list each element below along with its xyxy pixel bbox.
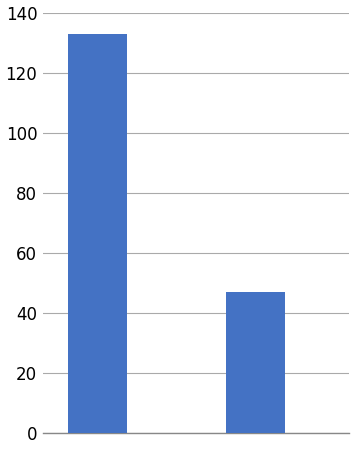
Bar <box>69 34 127 433</box>
Bar <box>226 292 285 433</box>
